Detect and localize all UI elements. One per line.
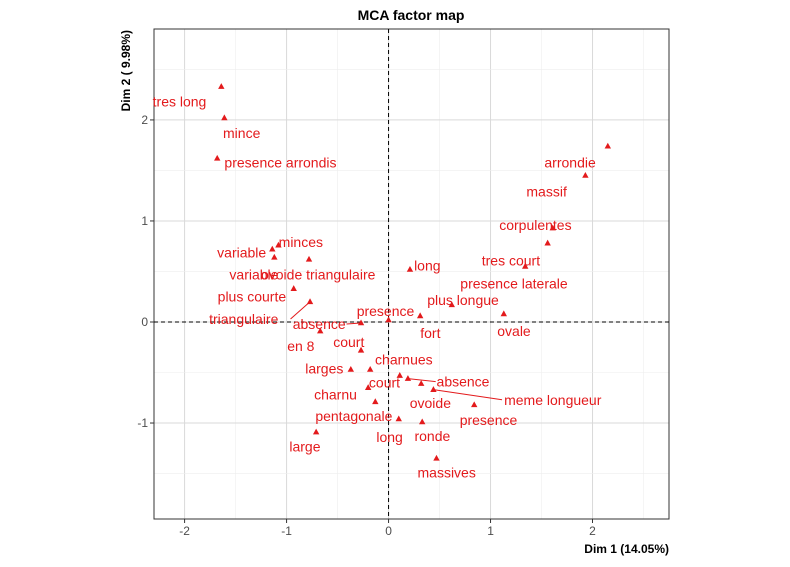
point-label: triangulaire bbox=[209, 311, 278, 327]
point-label: charnu bbox=[314, 387, 357, 403]
data-point bbox=[312, 428, 320, 435]
data-point bbox=[357, 346, 365, 353]
data-point bbox=[396, 372, 403, 378]
data-point bbox=[419, 418, 426, 425]
point-label: ovoide bbox=[410, 395, 451, 411]
data-point bbox=[290, 285, 297, 291]
point-label: long bbox=[414, 257, 440, 273]
point-label: court bbox=[333, 334, 364, 350]
point-label: variable bbox=[229, 267, 278, 283]
point-label: absence bbox=[437, 374, 490, 390]
data-point bbox=[385, 316, 392, 323]
point-label: corpulentes bbox=[499, 217, 571, 233]
point-label: ronde bbox=[414, 428, 450, 444]
data-point bbox=[433, 454, 440, 461]
point-label: presence bbox=[357, 303, 415, 319]
label-leader-line bbox=[346, 322, 362, 325]
y-tick-label: 2 bbox=[141, 113, 148, 127]
x-axis-title: Dim 1 (14.05%) bbox=[584, 542, 669, 556]
data-point bbox=[549, 224, 556, 231]
point-label: court bbox=[369, 375, 400, 391]
data-point bbox=[269, 245, 276, 252]
point-label: plus longue bbox=[427, 292, 499, 308]
data-point bbox=[357, 319, 365, 326]
chart-title: MCA factor map bbox=[358, 7, 465, 23]
point-label: en 8 bbox=[287, 338, 314, 354]
point-label: mince bbox=[223, 125, 261, 141]
point-label: larges bbox=[305, 360, 343, 376]
data-point bbox=[218, 83, 225, 89]
y-tick-label: -1 bbox=[137, 416, 148, 430]
data-point bbox=[305, 255, 313, 262]
data-point bbox=[582, 171, 589, 178]
label-leader-line bbox=[433, 389, 503, 401]
point-label: tres long bbox=[153, 94, 207, 110]
data-point bbox=[604, 142, 612, 149]
axis-ticks: -2 -1 0 1 2 -1 0 1 2 bbox=[137, 113, 596, 538]
point-label: presence bbox=[460, 412, 518, 428]
data-point bbox=[317, 327, 324, 334]
point-label: presence laterale bbox=[460, 276, 568, 292]
point-label: variable bbox=[217, 244, 266, 260]
data-point bbox=[544, 239, 551, 246]
point-label: long bbox=[376, 429, 402, 445]
label-leaders bbox=[290, 301, 503, 401]
data-point bbox=[306, 298, 314, 305]
x-tick-label: -2 bbox=[179, 524, 190, 538]
data-point bbox=[395, 415, 402, 422]
data-point bbox=[214, 154, 221, 161]
point-label: arrondie bbox=[544, 154, 596, 170]
point-label: large bbox=[289, 438, 320, 454]
data-point bbox=[404, 375, 412, 381]
label-leader-line bbox=[290, 301, 311, 320]
y-axis-title: Dim 2 ( 9.98%) bbox=[119, 30, 133, 111]
point-label: massif bbox=[526, 184, 567, 200]
point-label: tres court bbox=[482, 252, 540, 268]
point-label: ovoide triangulaire bbox=[261, 267, 376, 283]
x-tick-label: 1 bbox=[487, 524, 494, 538]
point-label: meme longueur bbox=[504, 392, 602, 408]
x-tick-label: 2 bbox=[589, 524, 596, 538]
point-label: charnues bbox=[375, 351, 433, 367]
data-point bbox=[417, 380, 425, 386]
data-point bbox=[416, 312, 424, 319]
point-labels: tres long mince presence arrondis arrondie m… bbox=[153, 94, 602, 481]
data-point bbox=[221, 114, 228, 121]
data-point bbox=[448, 301, 455, 308]
data-point bbox=[271, 253, 278, 260]
y-tick-label: 1 bbox=[141, 214, 148, 228]
x-tick-label: -1 bbox=[281, 524, 292, 538]
data-point bbox=[366, 365, 374, 372]
data-point bbox=[406, 265, 414, 272]
data-points bbox=[214, 83, 612, 461]
point-label: fort bbox=[420, 325, 440, 341]
y-tick-label: 0 bbox=[141, 315, 148, 329]
reference-lines bbox=[154, 29, 669, 519]
data-point bbox=[372, 398, 379, 405]
point-label: absence bbox=[293, 316, 346, 332]
data-point bbox=[430, 386, 437, 392]
point-label: massives bbox=[418, 465, 476, 481]
point-label: presence arrondis bbox=[224, 154, 336, 170]
data-point bbox=[471, 401, 478, 408]
data-point bbox=[364, 384, 372, 390]
point-label: plus courte bbox=[218, 289, 287, 305]
x-tick-label: 0 bbox=[385, 524, 392, 538]
point-label: pentagonale bbox=[315, 408, 392, 424]
data-point bbox=[500, 310, 507, 317]
label-leader-line bbox=[407, 378, 436, 383]
data-point bbox=[275, 241, 282, 248]
data-point bbox=[347, 365, 355, 372]
point-label: ovale bbox=[497, 323, 531, 339]
point-label: minces bbox=[279, 234, 323, 250]
data-point bbox=[522, 262, 529, 269]
panel-border bbox=[153, 28, 670, 520]
